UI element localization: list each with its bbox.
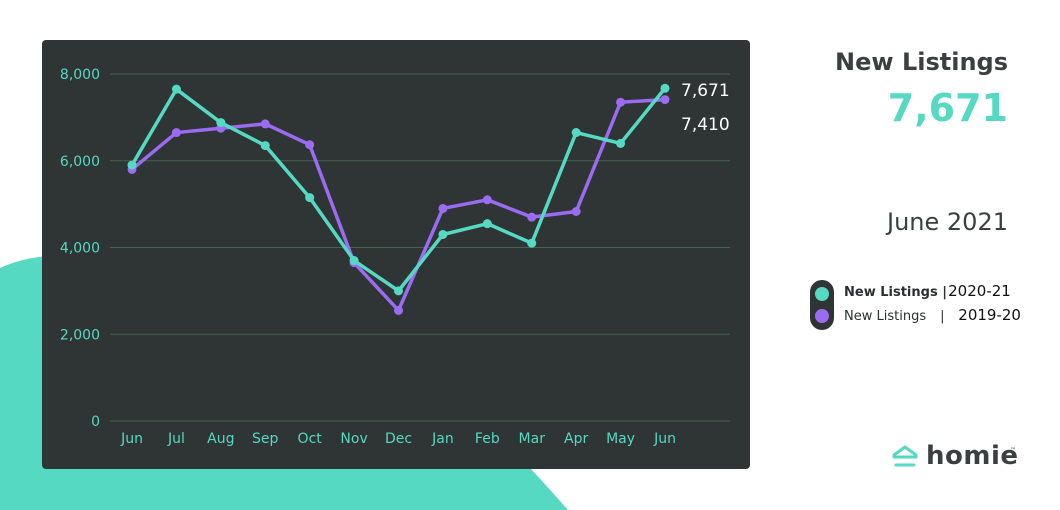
y-tick-label: 2,000 <box>60 327 100 343</box>
data-point-2020-21 <box>349 256 359 266</box>
y-tick-label: 0 <box>91 414 100 430</box>
data-point-2019-20 <box>616 97 626 107</box>
x-tick-label: Jan <box>431 431 454 447</box>
data-point-2020-21 <box>438 229 448 239</box>
line-chart: 0 2,000 4,000 6,000 8,000 Jun Jul Aug Sep Oct Nov D… <box>60 67 730 447</box>
x-tick-label: Jun <box>653 431 676 447</box>
data-point-2020-21 <box>127 160 137 170</box>
data-point-2020-21 <box>260 141 270 151</box>
data-point-2020-21 <box>660 83 670 93</box>
stat-date: June 2021 <box>887 208 1008 236</box>
data-point-2020-21 <box>216 118 226 128</box>
house-icon <box>892 445 918 467</box>
legend-entry-2019-20: New Listings | 2019-20 <box>844 306 1021 324</box>
x-tick-label: Aug <box>207 431 234 447</box>
x-tick-label: May <box>606 431 635 447</box>
data-point-2019-20 <box>438 203 448 213</box>
legend-entry-2020-21: New Listings | 2020-21 <box>844 282 1011 300</box>
x-tick-label: Mar <box>519 431 546 447</box>
logo-text: homie <box>926 441 1019 471</box>
data-point-2019-20 <box>660 95 670 105</box>
x-tick-label: Sep <box>252 431 279 447</box>
y-tick-label: 4,000 <box>60 241 100 257</box>
data-point-2020-21 <box>616 138 626 148</box>
x-tick-label: Jul <box>167 431 185 447</box>
x-tick-label: Oct <box>298 431 323 447</box>
logo-trademark: ™ <box>1010 447 1016 454</box>
series-line-2019-20 <box>130 97 667 313</box>
data-point-2019-20 <box>482 195 492 205</box>
stat-value: 7,671 <box>887 86 1008 130</box>
stat-title: New Listings <box>835 48 1008 76</box>
y-tick-label: 6,000 <box>60 154 100 170</box>
end-value-label: 7,671 <box>681 81 730 101</box>
legend-dot-2019-20 <box>815 309 829 323</box>
data-point-2020-21 <box>482 219 492 229</box>
legend: New Listings | 2020-21 New Listings | 20… <box>810 276 1040 332</box>
x-tick-label: Jun <box>120 431 143 447</box>
data-point-2019-20 <box>571 206 581 216</box>
data-point-2020-21 <box>394 286 403 296</box>
legend-year: 2020-21 <box>948 282 1011 300</box>
data-point-2019-20 <box>394 305 403 315</box>
legend-dot-2020-21 <box>815 287 829 301</box>
data-point-2019-20 <box>305 140 315 150</box>
x-tick-label: Feb <box>475 431 500 447</box>
data-point-2020-21 <box>527 238 537 248</box>
x-tick-label: Apr <box>564 431 588 447</box>
data-point-2020-21 <box>571 128 581 138</box>
legend-separator: | <box>940 309 945 324</box>
x-tick-label: Nov <box>340 431 367 447</box>
data-point-2020-21 <box>171 84 181 94</box>
legend-pill <box>810 280 834 330</box>
chart-panel: 0 2,000 4,000 6,000 8,000 Jun Jul Aug Sep Oct Nov D… <box>42 40 750 469</box>
legend-label: New Listings <box>844 309 927 324</box>
data-point-2019-20 <box>260 119 270 129</box>
legend-label: New Listings | <box>844 285 947 300</box>
x-tick-label: Dec <box>385 431 412 447</box>
data-point-2019-20 <box>527 212 537 222</box>
end-value-label: 7,410 <box>681 115 730 135</box>
data-point-2019-20 <box>171 128 181 138</box>
data-point-2020-21 <box>305 193 315 203</box>
y-tick-label: 8,000 <box>60 67 100 83</box>
legend-year: 2019-20 <box>958 306 1021 324</box>
